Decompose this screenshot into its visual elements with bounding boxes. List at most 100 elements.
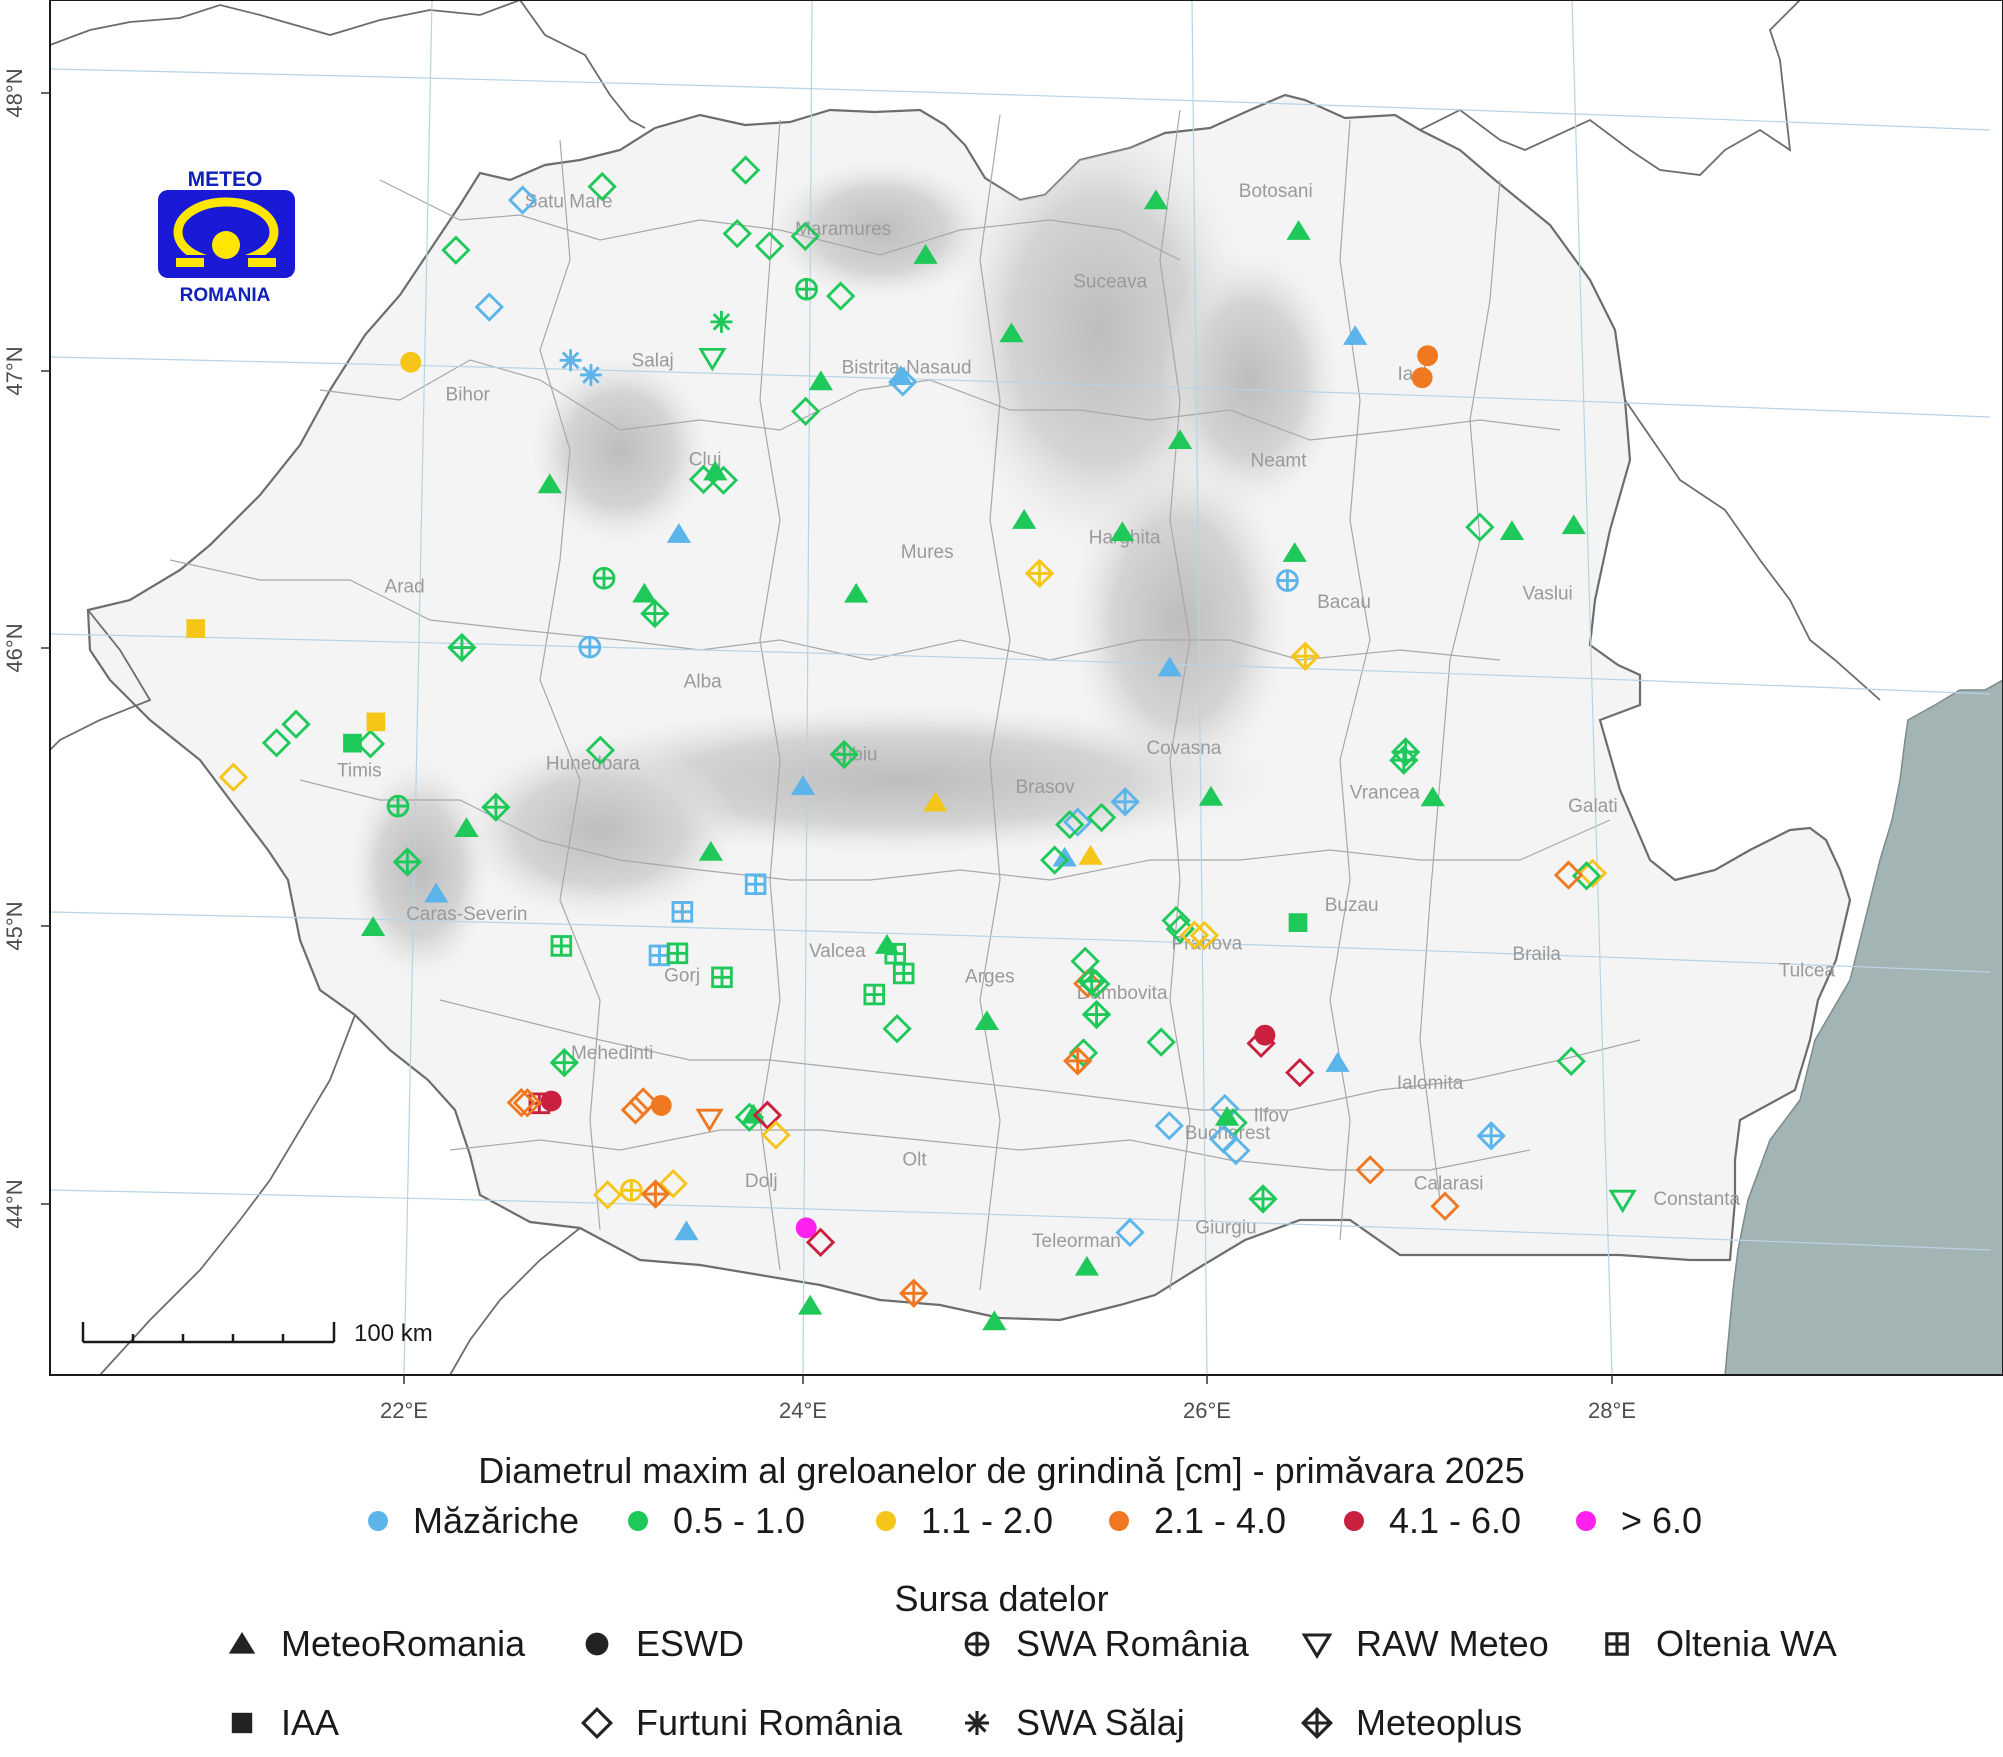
hail-map: Satu Mare Maramures Botosani Suceava Salaj Bi…	[2, 0, 2003, 1423]
hail-report-marker	[658, 1168, 688, 1199]
county-label: Botosani	[1239, 181, 1313, 202]
legend-size-item: 1.1 - 2.0	[873, 1500, 1053, 1542]
hail-report-marker	[540, 1090, 562, 1112]
hail-report-marker	[795, 1217, 817, 1239]
hail-report-marker	[506, 1087, 537, 1118]
hail-report-marker	[1078, 844, 1103, 865]
hail-report-marker	[1068, 1038, 1099, 1068]
legend-color-dot	[628, 1511, 648, 1531]
hail-report-marker	[666, 523, 691, 543]
hail-report-marker	[913, 244, 938, 264]
lon-tick-label: 22°E	[380, 1398, 428, 1423]
lon-tick-label: 26°E	[1183, 1398, 1231, 1423]
legend-shape-icon	[1605, 1632, 1629, 1656]
county-label: Satu Mare	[525, 191, 613, 212]
hail-report-marker	[744, 873, 767, 896]
legend-source-item: SWA Sălaj	[960, 1702, 1185, 1744]
hail-report-marker	[1561, 514, 1586, 535]
legend-size-item: Măzăriche	[365, 1500, 579, 1542]
hail-report-marker	[1411, 367, 1433, 389]
hail-report-marker	[1198, 785, 1224, 806]
hail-report-marker	[1074, 1255, 1100, 1276]
hail-report-marker	[1012, 509, 1037, 529]
legend-source-item: SWA România	[960, 1623, 1249, 1665]
legend-source-item: RAW Meteo	[1300, 1623, 1549, 1665]
hail-report-marker	[1115, 1217, 1145, 1248]
county-label: Bacau	[1317, 592, 1371, 613]
hail-report-marker	[1553, 860, 1584, 890]
legend-color-dot	[1576, 1511, 1596, 1531]
hail-report-marker	[722, 218, 752, 249]
legend-shape-icon	[965, 1711, 989, 1735]
hail-report-marker	[587, 171, 617, 202]
hail-report-marker	[1390, 737, 1421, 767]
county-label: Brasov	[1015, 777, 1075, 798]
hail-report-marker	[698, 347, 727, 372]
hail-report-marker	[790, 221, 820, 252]
hail-report-marker	[481, 792, 511, 822]
map-frame	[49, 0, 2003, 1376]
legend-size-label: 4.1 - 6.0	[1389, 1500, 1522, 1541]
hail-report-marker	[1577, 858, 1608, 888]
hail-report-marker	[650, 1094, 672, 1116]
hail-report-marker	[1165, 914, 1195, 944]
legend-source-item: MeteoRomania	[225, 1623, 525, 1665]
legend-source-label: RAW Meteo	[1356, 1623, 1549, 1664]
hail-report-marker	[695, 1108, 724, 1133]
legend-title-size: Diametrul maxim al greloanelor de grindi…	[478, 1450, 1525, 1491]
hail-report-marker	[1055, 809, 1085, 840]
hail-report-marker	[1086, 802, 1117, 833]
lat-tick-label: 48°N	[2, 68, 27, 117]
hail-report-marker	[790, 775, 816, 795]
county-label: Dambovita	[1077, 983, 1168, 1004]
legend-source-label: SWA Sălaj	[1016, 1702, 1185, 1743]
legend-size-item: > 6.0	[1573, 1500, 1702, 1542]
hail-report-marker	[674, 1220, 699, 1241]
legend-title-source: Sursa datelor	[894, 1578, 1109, 1619]
legend-source-label: Meteoplus	[1356, 1702, 1523, 1743]
hail-report-marker	[1161, 905, 1191, 936]
legend-color-dot	[1344, 1511, 1364, 1531]
graticule	[50, 0, 1991, 1375]
hail-report-marker	[281, 709, 311, 739]
lon-tick-label: 28°E	[1588, 1398, 1636, 1423]
hail-report-marker	[1288, 913, 1308, 932]
hail-report-marker	[882, 1014, 912, 1044]
legend-source-label: Oltenia WA	[1656, 1623, 1837, 1664]
hail-report-marker	[1608, 1189, 1637, 1214]
legend-source-item: Oltenia WA	[1600, 1623, 1837, 1665]
hail-report-marker	[844, 582, 869, 603]
hail-report-marker	[592, 1180, 623, 1210]
svg-text:ROMANIA: ROMANIA	[180, 285, 271, 306]
hail-report-marker	[1343, 325, 1368, 345]
county-label: Buzau	[1325, 895, 1379, 916]
legend-source-label: MeteoRomania	[281, 1623, 526, 1664]
hail-report-marker	[1189, 920, 1220, 951]
hail-report-marker	[1476, 1121, 1506, 1151]
hail-report-marker	[261, 728, 292, 758]
county-label: Ilfov	[1254, 1105, 1289, 1126]
legend-shape-icon	[231, 1712, 253, 1734]
county-label: Valcea	[809, 941, 866, 962]
hail-report-marker	[808, 370, 833, 391]
hail-report-marker	[424, 882, 449, 903]
legend-color-dot	[368, 1511, 388, 1531]
legend-shape-icon	[1301, 1633, 1333, 1660]
hail-report-marker	[1146, 1027, 1176, 1057]
county-label: Teleorman	[1032, 1231, 1121, 1252]
hail-report-marker	[711, 966, 733, 989]
legend-shape-icon	[585, 1632, 609, 1656]
hail-report-marker	[1325, 1052, 1350, 1072]
hail-report-marker	[703, 460, 728, 481]
hail-report-marker	[512, 1088, 543, 1118]
county-label: Timis	[337, 761, 382, 782]
hail-report-marker	[1286, 220, 1311, 240]
hail-report-marker	[355, 729, 386, 759]
hail-report-marker	[537, 473, 562, 494]
scale-bar-label: 100 km	[354, 1320, 433, 1347]
hail-report-marker	[1063, 807, 1093, 837]
legend-source-item: Furtuni România	[580, 1702, 902, 1744]
legend-shape-icon	[964, 1631, 990, 1657]
legend-shape-icon	[580, 1706, 614, 1740]
legend-color-dot	[876, 1511, 896, 1531]
